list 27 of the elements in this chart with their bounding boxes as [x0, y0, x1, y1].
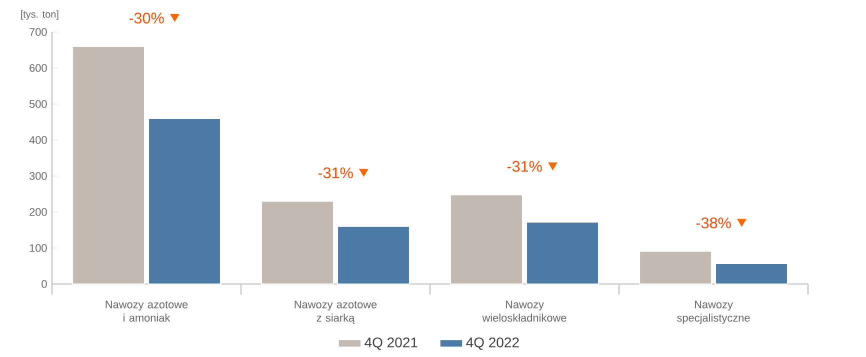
- legend-label: 4Q 2022: [466, 337, 519, 350]
- y-tick-label: 200: [30, 208, 47, 216]
- y-tick-label: 0: [42, 280, 47, 288]
- x-tick-label: Nawozy wieloskładnikowe: [482, 300, 566, 322]
- y-tick-label: 600: [30, 64, 47, 72]
- bar: [148, 118, 222, 285]
- bar: [72, 46, 146, 285]
- annotation: -31%: [318, 167, 353, 178]
- legend-label: 4Q 2021: [364, 337, 418, 350]
- x-tick-label: Nawozy specjalistyczne: [677, 300, 750, 324]
- annotation: -38%: [696, 217, 731, 228]
- x-tick-label: Nawozy azotowe z siarką: [294, 300, 377, 324]
- bar: [526, 222, 600, 285]
- y-tick-label: 100: [30, 244, 47, 252]
- y-tick-label: 500: [29, 100, 47, 108]
- x-tick-label: Nawozy azotowe i amoniak: [106, 300, 188, 322]
- y-tick-label: 400: [29, 136, 47, 144]
- bar: [450, 194, 524, 285]
- y-tick-label: 300: [29, 172, 47, 180]
- bar: [714, 262, 788, 285]
- y-axis-title: [tys. ton]: [20, 10, 58, 20]
- bar: [260, 200, 334, 285]
- bar: [638, 250, 712, 285]
- annotation: -31%: [507, 160, 542, 172]
- bar: [336, 226, 410, 285]
- y-tick-label: 700: [30, 28, 47, 36]
- text: -30%: [129, 12, 164, 24]
